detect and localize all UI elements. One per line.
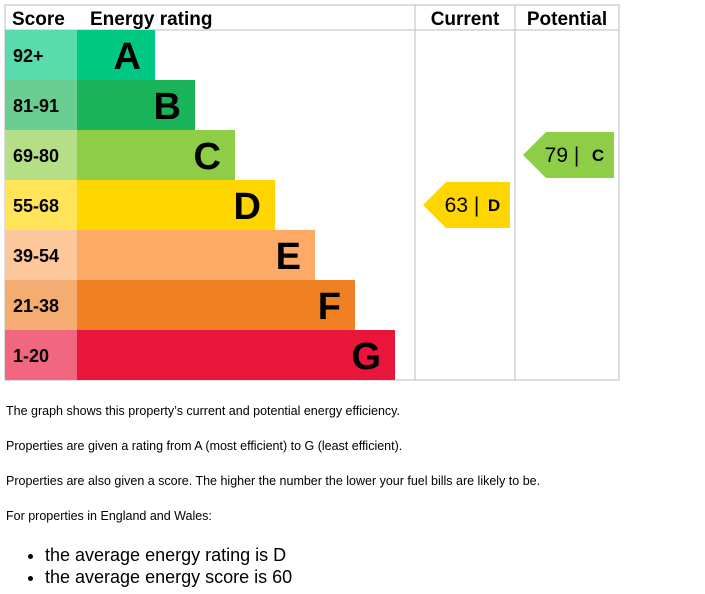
score-label-c: 69-80 bbox=[13, 146, 59, 166]
score-label-e: 39-54 bbox=[13, 246, 59, 266]
score-cell-g bbox=[5, 330, 77, 380]
score-label-f: 21-38 bbox=[13, 296, 59, 316]
potential-rating-letter: C bbox=[592, 146, 604, 165]
region-note: For properties in England and Wales: bbox=[6, 509, 212, 523]
score-label-g: 1-20 bbox=[13, 346, 49, 366]
rating-bar-e bbox=[77, 230, 315, 280]
rating-bar-g bbox=[77, 330, 395, 380]
rating-bar-c bbox=[77, 130, 235, 180]
energy-rating-header: Energy rating bbox=[90, 9, 212, 30]
potential-header: Potential bbox=[527, 9, 607, 30]
rating-letter-c: C bbox=[194, 136, 221, 178]
score-cell-f bbox=[5, 280, 77, 330]
score-cell-c bbox=[5, 130, 77, 180]
score-label-a: 92+ bbox=[13, 46, 44, 66]
rating-bar-d bbox=[77, 180, 275, 230]
current-rating-letter: D bbox=[488, 196, 500, 215]
score-cell-b bbox=[5, 80, 77, 130]
score-label-b: 81-91 bbox=[13, 96, 59, 116]
current-rating-arrow bbox=[423, 182, 510, 228]
rating-letter-d: D bbox=[234, 186, 261, 228]
current-score-label: 63 | bbox=[445, 194, 480, 217]
score-header: Score bbox=[12, 9, 65, 30]
potential-rating-arrow bbox=[523, 132, 614, 178]
potential-score-label: 79 | bbox=[545, 144, 580, 167]
score-cell-a bbox=[5, 30, 77, 80]
score-cell-e bbox=[5, 230, 77, 280]
rating-letter-e: E bbox=[276, 236, 301, 278]
rating-description: Properties are given a rating from A (mo… bbox=[6, 439, 403, 453]
score-description: Properties are also given a score. The h… bbox=[6, 474, 541, 488]
current-header: Current bbox=[431, 9, 500, 30]
average-rating-item: the average energy rating is D bbox=[45, 544, 292, 566]
averages-list: the average energy rating is D the avera… bbox=[0, 544, 292, 588]
score-cell-d bbox=[5, 180, 77, 230]
rating-bar-f bbox=[77, 280, 355, 330]
rating-bar-b bbox=[77, 80, 195, 130]
rating-bar-a bbox=[77, 30, 155, 80]
energy-rating-chart: Score Energy rating Current Potential 92+ A 81… bbox=[4, 4, 620, 381]
rating-letter-b: B bbox=[154, 86, 181, 128]
rating-letter-g: G bbox=[351, 336, 381, 378]
rating-letter-a: A bbox=[114, 36, 141, 78]
average-score-item: the average energy score is 60 bbox=[45, 566, 292, 588]
score-label-d: 55-68 bbox=[13, 196, 59, 216]
graph-description: The graph shows this property’s current … bbox=[6, 404, 400, 418]
rating-letter-f: F bbox=[318, 286, 341, 328]
